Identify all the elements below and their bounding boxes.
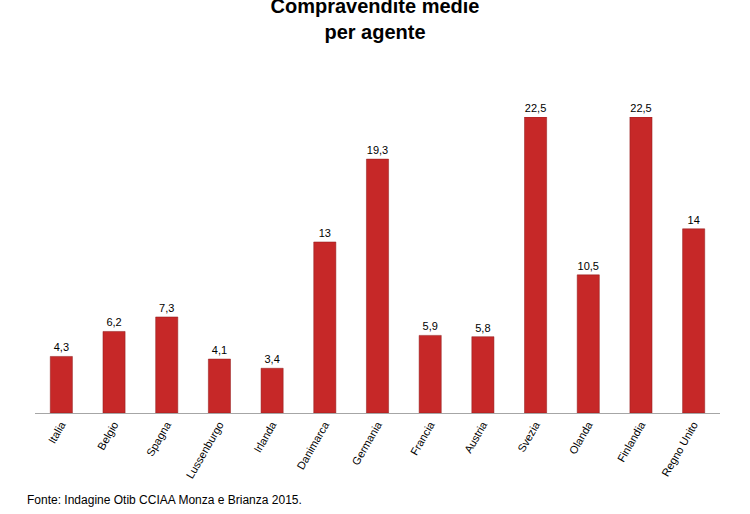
svg-text:5,9: 5,9 bbox=[423, 320, 438, 332]
svg-text:7,3: 7,3 bbox=[159, 302, 174, 314]
svg-text:4,1: 4,1 bbox=[212, 344, 227, 356]
svg-text:Lussenburgo: Lussenburgo bbox=[184, 419, 226, 480]
svg-text:Compravendite medieper agente: Compravendite medieper agente bbox=[271, 0, 480, 43]
svg-text:Francia: Francia bbox=[408, 419, 437, 458]
svg-text:Olanda: Olanda bbox=[567, 419, 596, 456]
svg-text:Fonte: Indagine Otib CCIAA Mon: Fonte: Indagine Otib CCIAA Monza e Brian… bbox=[27, 493, 302, 507]
svg-text:Svezia: Svezia bbox=[515, 419, 542, 454]
svg-text:Regno Unito: Regno Unito bbox=[659, 419, 700, 478]
svg-text:6,2: 6,2 bbox=[106, 316, 121, 328]
svg-text:Spagna: Spagna bbox=[144, 419, 174, 459]
svg-text:14: 14 bbox=[688, 214, 700, 226]
svg-text:22,5: 22,5 bbox=[630, 102, 651, 114]
svg-text:19,3: 19,3 bbox=[367, 144, 388, 156]
svg-text:Austria: Austria bbox=[462, 419, 490, 455]
svg-text:Danimarca: Danimarca bbox=[294, 419, 331, 472]
svg-text:22,5: 22,5 bbox=[525, 102, 546, 114]
svg-text:13: 13 bbox=[319, 227, 331, 239]
svg-text:4,3: 4,3 bbox=[54, 341, 69, 353]
svg-text:10,5: 10,5 bbox=[578, 260, 599, 272]
svg-text:Finlandia: Finlandia bbox=[615, 419, 648, 464]
svg-text:3,4: 3,4 bbox=[264, 353, 279, 365]
svg-text:Irlanda: Irlanda bbox=[251, 419, 279, 455]
svg-text:5,8: 5,8 bbox=[475, 322, 490, 334]
svg-text:Belgio: Belgio bbox=[95, 419, 121, 451]
svg-text:Germania: Germania bbox=[349, 419, 384, 468]
svg-text:Italia: Italia bbox=[46, 419, 68, 446]
